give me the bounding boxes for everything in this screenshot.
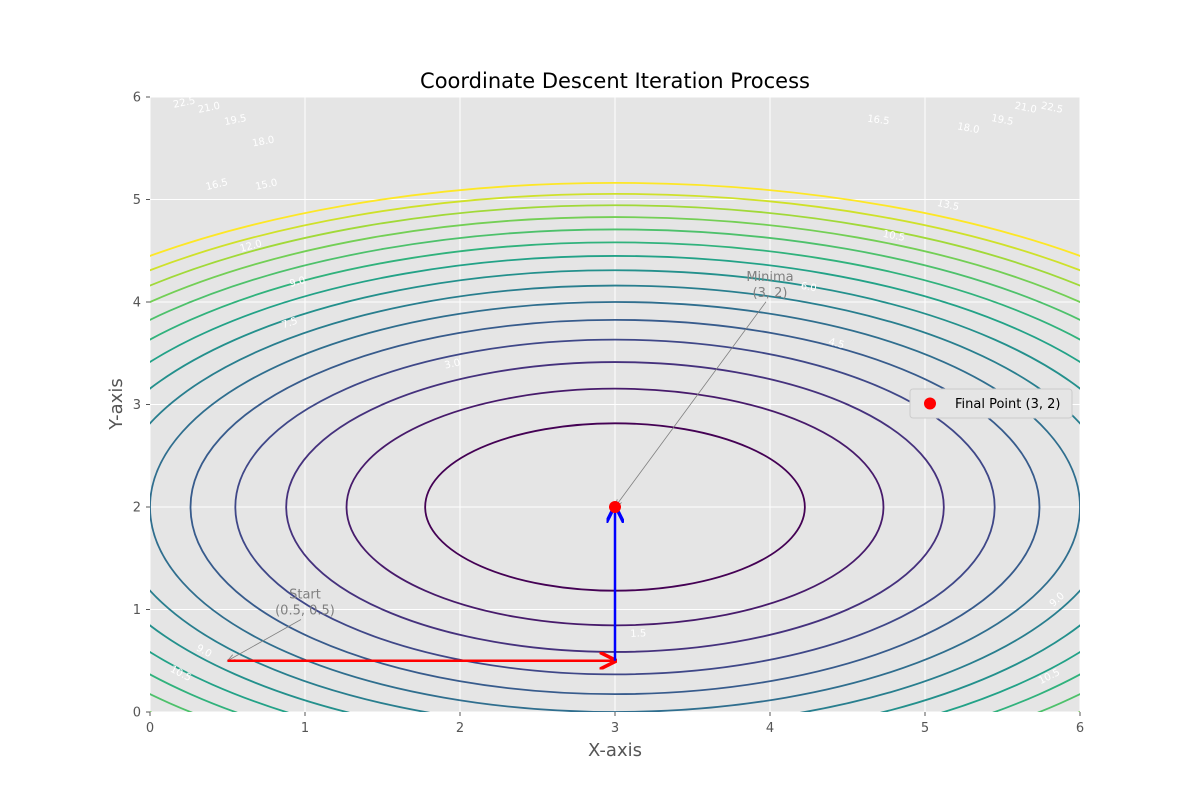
contour-label: 19.5	[223, 113, 247, 128]
annotation-arrow	[614, 301, 767, 508]
annotations: Start(0.5, 0.5) Minima(3, 2)	[226, 270, 794, 662]
annotation-text: (0.5, 0.5)	[275, 604, 335, 619]
contour-label: 22.5	[172, 95, 196, 110]
contour-label: 10.5	[882, 229, 906, 244]
contour-line	[150, 301, 1080, 712]
contour-label: 15.0	[254, 177, 278, 192]
contour-label: 1.5	[630, 628, 646, 640]
contour-label: 22.5	[1040, 101, 1064, 116]
contour-label: 3.0	[444, 357, 462, 371]
contour-label: 6.0	[800, 281, 818, 295]
contour-label: 21.0	[197, 101, 221, 116]
x-tick-label: 3	[611, 721, 619, 736]
chart-title: Coordinate Descent Iteration Process	[420, 69, 810, 93]
contour-line	[150, 182, 1080, 258]
axis-ticks: 0 1 2 3 4 5 6 0 1 2 3 4 5 6	[133, 91, 1084, 737]
contour-line	[150, 204, 1080, 287]
contour-line	[150, 255, 1080, 712]
contour-label: 13.5	[936, 198, 960, 213]
contour-label: 16.5	[205, 177, 229, 193]
contour-line	[234, 338, 996, 676]
y-tick-label: 0	[133, 706, 141, 721]
final-point-marker	[609, 501, 621, 513]
contour-line	[150, 284, 1080, 712]
y-tick-label: 6	[133, 91, 141, 106]
legend: Final Point (3, 2)	[909, 388, 1073, 419]
contour-label: 18.0	[251, 135, 275, 150]
contour-line	[150, 269, 1080, 712]
contour-label: 18.0	[956, 121, 980, 136]
contour-line	[189, 318, 1041, 696]
annotation-arrow	[227, 619, 302, 662]
contour-label: 9.0	[288, 275, 306, 290]
annotation-text: Start	[289, 588, 321, 603]
y-tick-label: 1	[133, 603, 141, 618]
descent-path	[227, 501, 622, 661]
contour-label: 4.5	[827, 337, 845, 352]
contour-line	[150, 241, 1080, 712]
contour-label: 7.5	[281, 316, 300, 332]
x-tick-label: 2	[456, 721, 464, 736]
contour-label: 16.5	[867, 114, 891, 128]
legend-box	[909, 388, 1073, 419]
contour-line	[150, 216, 1080, 712]
y-tick-label: 3	[133, 398, 141, 413]
legend-marker	[924, 397, 936, 410]
contour-label: 21.0	[1014, 101, 1038, 116]
contour-label: 19.5	[990, 113, 1014, 128]
x-tick-label: 4	[766, 721, 774, 736]
legend-entry: Final Point (3, 2)	[955, 397, 1060, 412]
y-tick-label: 4	[133, 296, 141, 311]
x-axis-label: X-axis	[588, 740, 642, 761]
x-tick-label: 6	[1076, 721, 1084, 736]
y-tick-label: 2	[133, 501, 141, 516]
y-tick-label: 5	[133, 193, 141, 208]
x-tick-label: 0	[146, 721, 154, 736]
contour-line	[150, 193, 1080, 272]
x-tick-label: 1	[301, 721, 309, 736]
annotation-text: (3, 2)	[753, 286, 788, 301]
contour-lines	[150, 182, 1080, 712]
x-tick-label: 5	[921, 721, 929, 736]
contour-line	[150, 228, 1080, 712]
annotation-text: Minima	[746, 270, 793, 285]
y-axis-label: Y-axis	[106, 378, 127, 430]
